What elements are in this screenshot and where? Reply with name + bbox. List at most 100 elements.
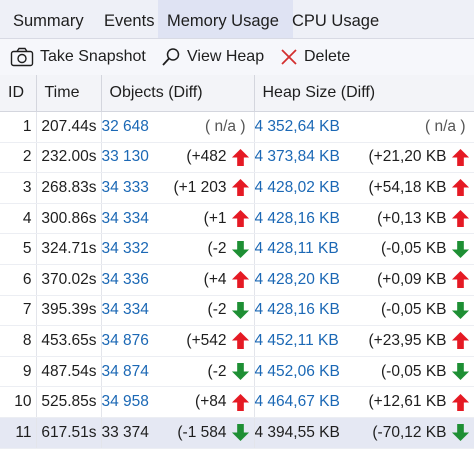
table-row[interactable]: 7 395.39s 34 334 (-2 4 428,16 KB (-0,05 KB [0,295,474,327]
heap-size-link[interactable]: 4 352,64 KB [254,117,340,135]
magnifier-icon [162,48,180,66]
column-header-id[interactable]: ID [0,75,37,112]
heap-size-cell: 4 428,16 KB (+0,13 KB [254,203,474,235]
objects-link[interactable]: 34 332 [101,240,149,258]
objects-diff: (+1 [203,209,227,227]
snapshot-table: ID Time Objects (Diff) Heap Size (Diff) … [0,75,474,449]
objects-cell: 34 332 (-2 [101,233,255,265]
snapshot-id: 10 [0,386,37,418]
arrow-down-icon [451,301,469,319]
table-row[interactable]: 1 207.44s 32 648 ( n/a ) 4 352,64 KB ( n/a ) [0,111,474,143]
heap-size-diff: (+12,61 KB [368,393,447,411]
arrow-up-icon [231,179,249,197]
heap-size-diff: (-70,12 KB [372,423,447,441]
objects-diff: (+84 [195,393,227,411]
table-row[interactable]: 10 525.85s 34 958 (+84 4 464,67 KB (+12,61 KB [0,386,474,418]
diagnostics-tab-bar: Summary Events Memory Usage CPU Usage [0,0,474,39]
column-header-objects[interactable]: Objects (Diff) [101,75,255,112]
heap-size-cell: 4 428,11 KB (-0,05 KB [254,233,474,265]
tab-events[interactable]: Events [96,0,166,38]
heap-size-link[interactable]: 4 428,16 KB [254,301,340,319]
heap-size-cell: 4 428,20 KB (+0,09 KB [254,264,474,296]
arrow-up-icon [451,393,469,411]
snapshot-id: 1 [0,111,37,143]
column-header-heap-size[interactable]: Heap Size (Diff) [254,75,474,112]
objects-link[interactable]: 34 336 [101,270,149,288]
heap-size-link[interactable]: 4 394,55 KB [254,423,340,441]
heap-size-link[interactable]: 4 428,20 KB [254,270,340,288]
table-row[interactable]: 5 324.71s 34 332 (-2 4 428,11 KB (-0,05 KB [0,233,474,265]
heap-size-link[interactable]: 4 452,11 KB [254,331,339,349]
objects-link[interactable]: 32 648 [101,117,149,135]
heap-size-cell: 4 452,06 KB (-0,05 KB [254,356,474,388]
snapshot-time: 525.85s [36,386,102,418]
delete-label: Delete [304,48,351,65]
tab-label: Summary [13,12,84,30]
objects-link[interactable]: 34 334 [101,301,149,319]
table-row[interactable]: 11 617.51s 33 374 (-1 584 4 394,55 KB (-70,12… [0,417,474,449]
objects-link[interactable]: 34 334 [101,209,149,227]
objects-cell: 34 333 (+1 203 [101,172,255,204]
memory-toolbar: Take Snapshot View Heap Delete [0,39,474,76]
table-row[interactable]: 4 300.86s 34 334 (+1 4 428,16 KB (+0,13 KB [0,203,474,235]
heap-size-link[interactable]: 4 428,02 KB [254,178,340,196]
snapshot-time: 370.02s [36,264,102,296]
snapshot-id: 3 [0,172,37,204]
arrow-down-icon [231,301,249,319]
snapshot-id: 9 [0,356,37,388]
delete-x-icon [281,49,297,65]
objects-link[interactable]: 34 958 [101,393,149,411]
arrow-down-icon [231,240,249,258]
heap-size-diff: (+0,13 KB [377,209,447,227]
tab-summary[interactable]: Summary [0,0,109,38]
table-header-row: ID Time Objects (Diff) Heap Size (Diff) [0,75,474,112]
heap-size-link[interactable]: 4 428,11 KB [254,240,339,258]
table-row[interactable]: 6 370.02s 34 336 (+4 4 428,20 KB (+0,09 KB [0,264,474,296]
objects-cell: 33 130 (+482 [101,142,255,174]
view-heap-button[interactable]: View Heap [161,39,264,75]
table-row[interactable]: 9 487.54s 34 874 (-2 4 452,06 KB (-0,05 KB [0,356,474,388]
tab-label: CPU Usage [292,12,380,30]
heap-size-link[interactable]: 4 464,67 KB [254,393,340,411]
table-row[interactable]: 3 268.83s 34 333 (+1 203 4 428,02 KB (+54,18 … [0,172,474,204]
tab-cpu-usage[interactable]: CPU Usage [284,0,392,38]
snapshot-time: 487.54s [36,356,102,388]
snapshot-time: 232.00s [36,142,102,174]
heap-size-diff: (-0,05 KB [381,362,447,380]
table-row[interactable]: 8 453.65s 34 876 (+542 4 452,11 KB (+23,95 KB [0,325,474,357]
heap-size-cell: 4 373,84 KB (+21,20 KB [254,142,474,174]
delete-button[interactable]: Delete [280,39,350,75]
camera-icon [10,47,34,67]
tab-label: Memory Usage [167,12,279,30]
objects-link[interactable]: 33 130 [101,148,149,166]
snapshot-time: 268.83s [36,172,102,204]
heap-size-link[interactable]: 4 452,06 KB [254,362,340,380]
objects-cell: 34 336 (+4 [101,264,255,296]
heap-size-cell: 4 428,16 KB (-0,05 KB [254,295,474,327]
objects-cell: 34 334 (+1 [101,203,255,235]
arrow-up-icon [451,332,469,350]
objects-link[interactable]: 34 333 [101,178,149,196]
take-snapshot-button[interactable]: Take Snapshot [10,39,146,75]
heap-size-link[interactable]: 4 428,16 KB [254,209,340,227]
snapshot-time: 395.39s [36,295,102,327]
objects-link[interactable]: 33 374 [101,423,149,441]
objects-diff: ( n/a ) [205,117,246,135]
heap-size-cell: 4 452,11 KB (+23,95 KB [254,325,474,357]
heap-size-link[interactable]: 4 373,84 KB [254,148,340,166]
table-row[interactable]: 2 232.00s 33 130 (+482 4 373,84 KB (+21,20 KB [0,142,474,174]
arrow-up-icon [231,332,249,350]
heap-size-diff: (+54,18 KB [368,178,447,196]
heap-size-diff: (+21,20 KB [368,148,447,166]
arrow-up-icon [451,210,469,228]
objects-diff: (-1 584 [177,423,227,441]
objects-cell: 34 958 (+84 [101,386,255,418]
column-header-time[interactable]: Time [36,75,102,112]
tab-memory-usage[interactable]: Memory Usage [158,0,293,38]
objects-link[interactable]: 34 874 [101,362,149,380]
snapshot-time: 453.65s [36,325,102,357]
snapshot-rows: 1 207.44s 32 648( n/a ) 4 352,64 KB( n/a ) 2… [0,111,474,449]
view-heap-label: View Heap [187,48,265,65]
objects-cell: 33 374 (-1 584 [101,417,255,449]
objects-link[interactable]: 34 876 [101,331,149,349]
